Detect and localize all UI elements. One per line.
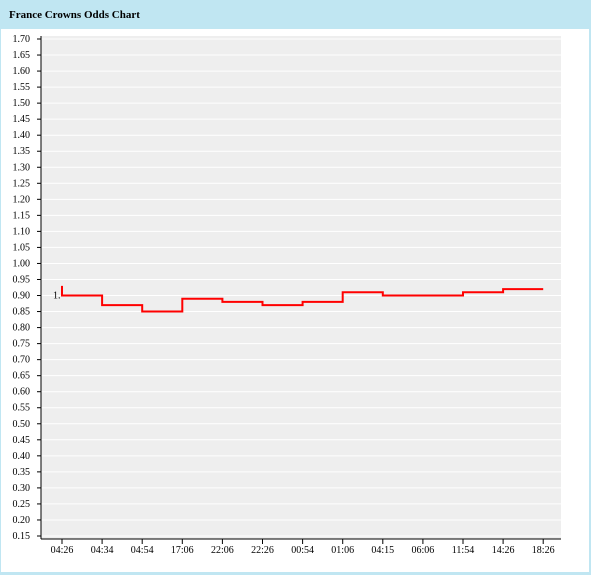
y-axis: 1.70 1.65 1.60 1.55 1.50 1.45 1.40 1.35 1.30 1.25… — [13, 34, 42, 542]
odds-chart: 1.70 1.65 1.60 1.55 1.50 1.45 1.40 1.35 1.30 1.25… — [13, 34, 561, 556]
start-value-label: 1. — [53, 291, 61, 302]
y-tick-label: 0.45 — [13, 435, 31, 446]
y-tick-label: 1.25 — [13, 178, 31, 189]
plot-area — [41, 36, 561, 539]
x-tick-label: 22:26 — [251, 545, 274, 556]
chart-title: France Crowns Odds Chart — [9, 9, 140, 21]
y-tick-label: 1.10 — [13, 226, 31, 237]
odds-series-line — [61, 285, 544, 313]
x-tick-label: 04:54 — [131, 545, 154, 556]
y-tick-label: 0.40 — [13, 451, 31, 462]
x-tick-label: 17:06 — [171, 545, 194, 556]
y-tick-label: 0.85 — [13, 307, 31, 318]
annotations: 1. — [53, 291, 61, 302]
y-tick-label: 1.30 — [13, 162, 31, 173]
y-tick-label: 1.35 — [13, 146, 31, 157]
x-tick-label: 04:15 — [371, 545, 394, 556]
x-tick-label: 06:06 — [412, 545, 435, 556]
y-tick-label: 0.50 — [13, 419, 31, 430]
series-line — [61, 285, 544, 313]
x-tick-label: 18:26 — [532, 545, 555, 556]
y-tick-label: 0.90 — [13, 291, 31, 302]
y-tick-label: 1.55 — [13, 82, 31, 93]
x-tick-label: 22:06 — [211, 545, 234, 556]
y-tick-label: 0.30 — [13, 483, 31, 494]
x-tick-label: 04:34 — [91, 545, 114, 556]
y-tick-label: 0.65 — [13, 371, 31, 382]
grid-lines — [41, 38, 561, 537]
y-tick-label: 1.65 — [13, 50, 31, 61]
y-tick-label: 1.15 — [13, 210, 31, 221]
x-tick-label: 01:06 — [331, 545, 354, 556]
y-tick-label: 1.60 — [13, 66, 31, 77]
y-tick-label: 1.00 — [13, 258, 31, 269]
x-tick-label: 11:54 — [452, 545, 474, 556]
y-tick-label: 1.50 — [13, 98, 31, 109]
y-tick-label: 0.35 — [13, 467, 31, 478]
y-tick-label: 0.20 — [13, 515, 31, 526]
y-tick-label: 0.80 — [13, 323, 31, 334]
y-tick-label: 1.05 — [13, 242, 31, 253]
x-axis: 04:26 04:34 04:54 17:06 22:06 22:26 00:54 01:06… — [41, 538, 561, 556]
x-tick-label: 04:26 — [51, 545, 74, 556]
y-tick-label: 0.55 — [13, 403, 31, 414]
y-tick-label: 0.60 — [13, 387, 31, 398]
x-tick-label: 14:26 — [492, 545, 515, 556]
x-tick-label: 00:54 — [291, 545, 314, 556]
y-tick-label: 0.70 — [13, 355, 31, 366]
y-tick-label: 0.95 — [13, 274, 31, 285]
y-tick-label: 1.40 — [13, 130, 31, 141]
y-tick-label: 1.45 — [13, 114, 31, 125]
y-tick-label: 0.15 — [13, 531, 31, 542]
chart-card: 1.70 1.65 1.60 1.55 1.50 1.45 1.40 1.35 1.30 1.25… — [1, 29, 589, 572]
y-tick-label: 0.25 — [13, 499, 31, 510]
y-tick-label: 0.75 — [13, 339, 31, 350]
y-tick-label: 1.70 — [13, 34, 31, 45]
y-tick-label: 1.20 — [13, 194, 31, 205]
